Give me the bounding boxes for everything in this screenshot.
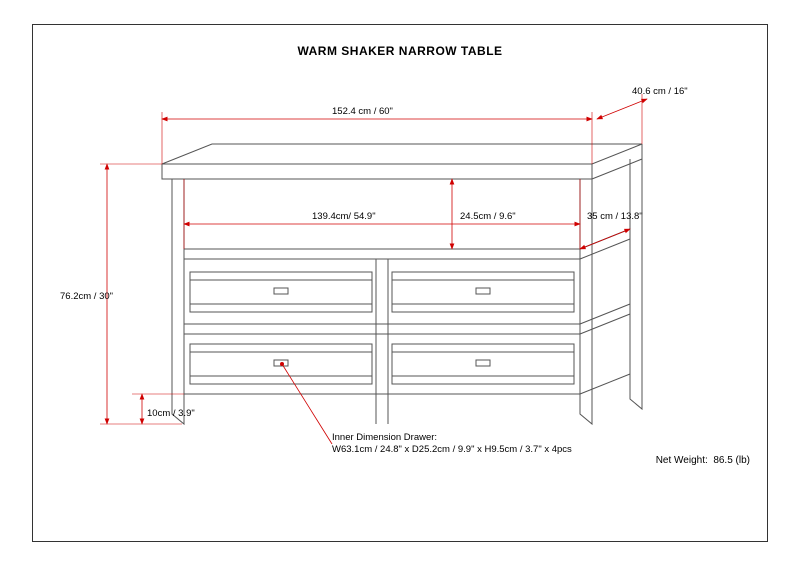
- drawer-note-title: Inner Dimension Drawer:: [332, 432, 572, 444]
- dim-depth: 40.6 cm / 16": [632, 86, 688, 97]
- dim-height: 76.2cm / 30": [60, 291, 113, 302]
- dim-leg: 10cm / 3.9": [147, 408, 195, 419]
- dim-shelf-width: 139.4cm/ 54.9": [312, 211, 376, 222]
- net-weight: Net Weight: 86.5 (lb): [656, 455, 750, 466]
- drawer-note-body: W63.1cm / 24.8" x D25.2cm / 9.9" x H9.5c…: [332, 444, 572, 456]
- net-weight-value: 86.5 (lb): [713, 455, 750, 466]
- dim-shelf-d: 35 cm / 13.8": [587, 211, 643, 222]
- net-weight-label: Net Weight:: [656, 455, 708, 466]
- dim-shelf-h: 24.5cm / 9.6": [460, 211, 516, 222]
- drawer-note: Inner Dimension Drawer: W63.1cm / 24.8" …: [332, 432, 572, 457]
- dim-width-top: 152.4 cm / 60": [332, 106, 393, 117]
